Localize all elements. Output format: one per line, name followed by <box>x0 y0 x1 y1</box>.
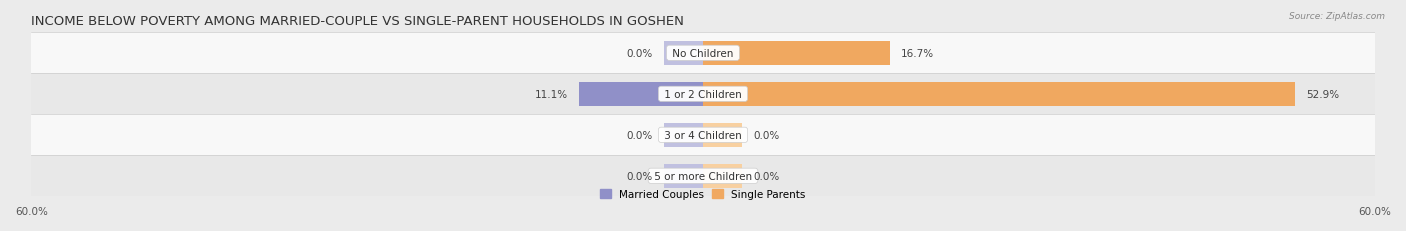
Bar <box>579 82 703 106</box>
Bar <box>664 164 703 188</box>
Text: 0.0%: 0.0% <box>627 130 652 140</box>
Text: 0.0%: 0.0% <box>754 130 779 140</box>
Text: 11.1%: 11.1% <box>534 89 568 99</box>
Text: 0.0%: 0.0% <box>627 49 652 59</box>
Text: 0.0%: 0.0% <box>754 171 779 181</box>
Bar <box>703 42 890 65</box>
Text: 16.7%: 16.7% <box>901 49 934 59</box>
Bar <box>664 123 703 147</box>
Bar <box>703 123 742 147</box>
Text: 1 or 2 Children: 1 or 2 Children <box>661 89 745 99</box>
Text: Source: ZipAtlas.com: Source: ZipAtlas.com <box>1289 12 1385 21</box>
Text: No Children: No Children <box>669 49 737 59</box>
Bar <box>31 33 1375 74</box>
Bar <box>31 74 1375 115</box>
Bar <box>664 42 703 65</box>
Text: INCOME BELOW POVERTY AMONG MARRIED-COUPLE VS SINGLE-PARENT HOUSEHOLDS IN GOSHEN: INCOME BELOW POVERTY AMONG MARRIED-COUPL… <box>31 15 685 28</box>
Legend: Married Couples, Single Parents: Married Couples, Single Parents <box>600 189 806 199</box>
Bar <box>31 115 1375 156</box>
Bar <box>703 164 742 188</box>
Text: 5 or more Children: 5 or more Children <box>651 171 755 181</box>
Bar <box>31 156 1375 196</box>
Text: 0.0%: 0.0% <box>627 171 652 181</box>
Bar <box>703 82 1295 106</box>
Text: 52.9%: 52.9% <box>1306 89 1340 99</box>
Text: 3 or 4 Children: 3 or 4 Children <box>661 130 745 140</box>
